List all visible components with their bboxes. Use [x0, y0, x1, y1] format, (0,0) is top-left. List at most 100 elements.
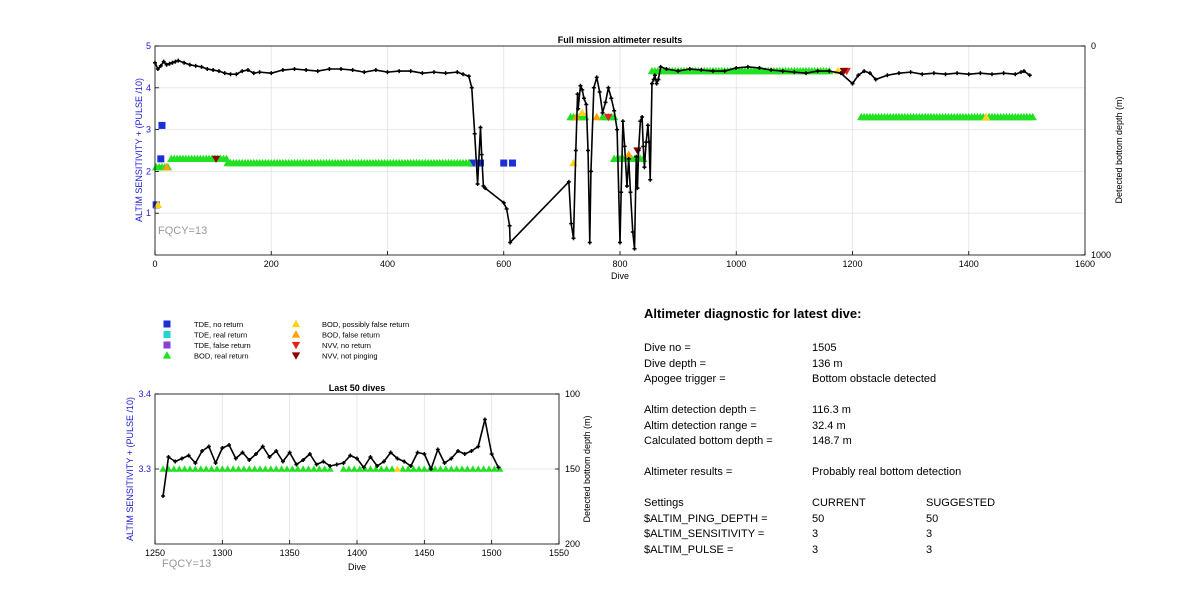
depth-point: [1013, 72, 1018, 77]
x-tick-label: 400: [380, 259, 395, 269]
depth-point: [978, 71, 983, 76]
bod-real-return-marker: [240, 465, 248, 472]
depth-line: [162, 418, 500, 497]
depth-point: [576, 106, 581, 111]
dive-depth-label: Dive depth =: [644, 357, 707, 370]
spacer: [644, 388, 1064, 404]
depth-point: [186, 453, 191, 458]
bod-real-return-marker: [159, 465, 167, 472]
depth-point: [234, 72, 239, 77]
depth-point: [479, 152, 484, 157]
bod-real-return-marker: [294, 465, 302, 472]
depth-point: [931, 71, 936, 76]
depth-point: [247, 458, 252, 462]
bod-real-return-marker: [377, 465, 385, 472]
y-tick-label: 5: [146, 41, 151, 51]
depth-point: [469, 85, 474, 90]
depth-point: [472, 131, 477, 136]
depth-point: [362, 70, 367, 75]
legend-label: TDE, real return: [194, 331, 247, 340]
x-tick-label: 1200: [842, 259, 862, 269]
diagnostic-panel: Altimeter diagnostic for latest dive: Di…: [644, 306, 1064, 558]
bod-real-return-marker: [207, 465, 216, 472]
tde-no-return-marker: [500, 159, 508, 167]
top-chart-xlabel: Dive: [611, 271, 629, 281]
diagnostic-title: Altimeter diagnostic for latest dive:: [644, 306, 862, 321]
depth-point: [206, 444, 211, 449]
dive-depth-value: 136 m: [812, 357, 843, 370]
legend-label: BOD, possibly false return: [322, 320, 409, 329]
depth-point: [334, 462, 339, 467]
depth-point: [827, 69, 832, 74]
depth-point: [620, 119, 625, 124]
depth-point: [167, 61, 172, 66]
depth-point: [597, 89, 602, 94]
x-tick-label: 1550: [549, 548, 569, 558]
depth-point: [257, 70, 262, 75]
bod-real-return-marker: [304, 465, 313, 472]
bod-real-return-marker: [442, 465, 450, 472]
ping-depth-row: $ALTIM_PING_DEPTH = 50 50: [644, 512, 1064, 528]
depth-point: [792, 70, 797, 75]
depth-point: [654, 81, 659, 86]
bod-real-return-marker: [251, 465, 259, 472]
depth-point: [193, 461, 198, 465]
depth-point: [630, 230, 635, 235]
bod-real-return-marker: [224, 465, 232, 472]
bod-real-return-marker: [496, 465, 504, 472]
bod-real-return-marker: [436, 465, 445, 472]
bod-real-return-marker: [229, 465, 237, 472]
depth-point: [612, 108, 617, 113]
x-tick-label: 1400: [959, 259, 979, 269]
x-tick-label: 1000: [726, 259, 746, 269]
sensitivity-label: $ALTIM_SENSITIVITY =: [644, 528, 765, 540]
depth-point: [641, 144, 646, 149]
depth-point: [603, 100, 608, 105]
x-tick-label: 1250: [145, 548, 165, 558]
top-chart-y2label: Detected bottom depth (m): [1114, 96, 1124, 203]
depth-point: [395, 456, 400, 461]
depth-point: [634, 154, 639, 159]
depth-point: [321, 459, 326, 464]
depth-point: [804, 71, 808, 76]
bod-real-return-marker: [321, 465, 329, 472]
depth-point: [408, 69, 413, 74]
dive-no-label: Dive no =: [644, 342, 691, 354]
depth-point: [280, 459, 285, 464]
depth-point: [649, 81, 654, 86]
depth-point: [647, 140, 652, 145]
depth-point: [274, 449, 279, 453]
depth-point: [508, 240, 513, 245]
depth-point: [769, 68, 774, 73]
depth-point: [216, 69, 221, 74]
depth-point: [294, 462, 299, 467]
detection-range-value: 32.4 m: [812, 419, 846, 432]
bod-real-return-marker: [469, 465, 477, 472]
settings-label: Settings: [644, 497, 684, 509]
depth-point: [676, 69, 681, 74]
x-tick-label: 600: [496, 259, 511, 269]
bod-real-return-marker: [202, 465, 210, 472]
depth-point: [442, 461, 447, 465]
apogee-value: Bottom obstacle detected: [812, 373, 937, 385]
depth-point: [850, 81, 855, 86]
bot-chart-title: Last 50 dives: [329, 383, 386, 393]
depth-point: [588, 169, 593, 174]
bod-real-return-marker: [420, 465, 428, 472]
dive-no-value: 1505: [812, 342, 837, 354]
depth-point: [815, 69, 820, 74]
bod-real-return-marker: [609, 112, 619, 121]
sensitivity-suggested: 3: [926, 528, 933, 540]
depth-point: [397, 69, 402, 74]
bod-real-return-marker: [1028, 112, 1037, 121]
depth-point: [375, 464, 380, 468]
full-mission-chart: Full mission altimeter results 0 200 400 60…: [134, 35, 1124, 281]
depth-point: [449, 456, 454, 461]
depth-point: [626, 156, 631, 161]
depth-point: [292, 66, 297, 71]
bod-real-return-marker: [170, 465, 178, 472]
results-row: Altimeter results = Probably real bottom…: [644, 465, 1064, 481]
depth-point: [173, 459, 178, 464]
bod-real-return-marker: [409, 465, 418, 472]
